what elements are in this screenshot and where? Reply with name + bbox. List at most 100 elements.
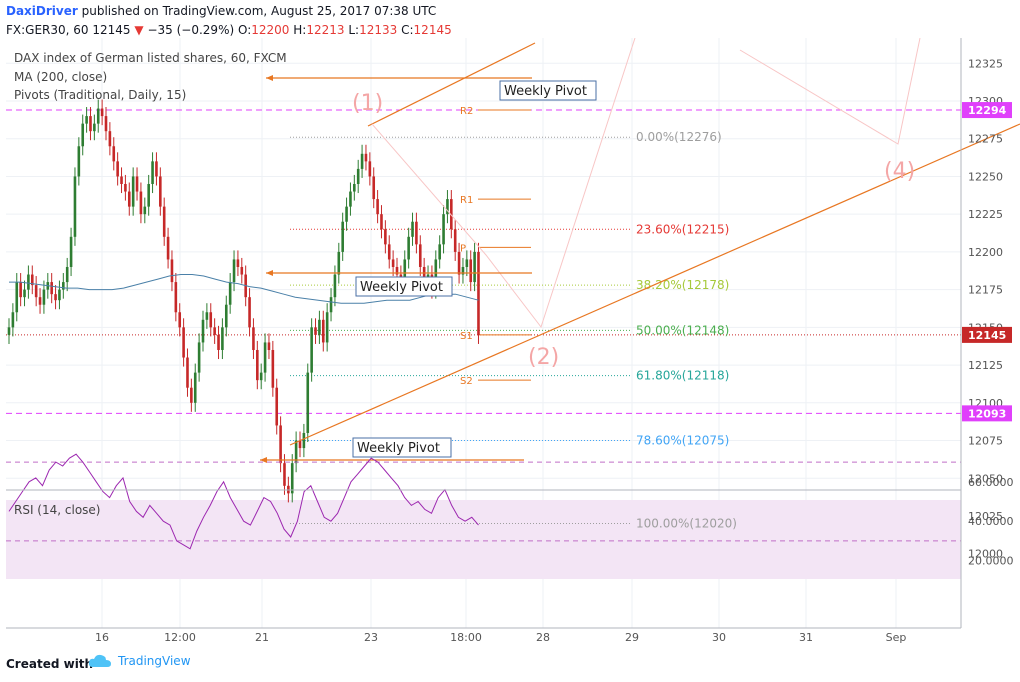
legend-ma: MA (200, close): [14, 70, 107, 84]
candle-body: [7, 327, 11, 335]
candle-body: [178, 312, 182, 328]
candle-body: [318, 319, 321, 335]
candle-body: [473, 251, 476, 283]
candle-body: [384, 229, 387, 245]
fibonacci-levels: 0.00%(12276) 23.60%(12215) 38.20%(12178) 50…: [290, 130, 737, 531]
pivot-label: P: [460, 243, 466, 254]
arrow-left-icon: [266, 270, 273, 276]
candle-body: [170, 259, 174, 283]
candle-body: [457, 251, 461, 275]
candle-body: [232, 259, 236, 283]
weekly-pivot-box: [499, 80, 597, 101]
open-value: 12200: [251, 23, 290, 37]
candle-body: [155, 161, 158, 177]
x-tick-label: 28: [536, 631, 550, 644]
last-price: 12145: [92, 23, 131, 37]
weekly-pivot-label: Weekly Pivot: [357, 441, 440, 456]
candle-body: [193, 372, 197, 403]
candle-body: [166, 236, 170, 260]
candle-body: [205, 312, 209, 320]
tradingview-cloud-icon: [88, 654, 111, 667]
candle-body: [89, 116, 92, 132]
x-tick-label: 23: [364, 631, 378, 644]
candle-body: [477, 251, 480, 335]
candle-body: [395, 266, 399, 275]
candle-body: [306, 372, 310, 433]
close-label: C:: [401, 23, 414, 37]
created-with: Created with: [6, 657, 94, 671]
candle-body: [93, 123, 96, 132]
candle-body: [407, 236, 410, 260]
price-label: 12145: [968, 329, 1006, 342]
tradingview-brand: TradingView: [118, 654, 191, 668]
trend-channel-upper: [367, 42, 536, 127]
legend-rsi: RSI (14, close): [14, 503, 100, 517]
candle-body: [353, 183, 356, 192]
candle-body: [19, 282, 22, 298]
candle-body: [252, 327, 255, 350]
candle-body: [159, 176, 162, 207]
candle-body: [69, 236, 73, 267]
candle-body: [376, 199, 379, 215]
axes: 1232512300122751225012225122001217512150…: [6, 38, 1012, 644]
y-tick-label: 12050: [968, 472, 1003, 485]
price-chart[interactable]: 0.00%(12276) 23.60%(12215) 38.20%(12178) 50…: [0, 38, 1020, 648]
candle-body: [11, 312, 15, 328]
candle-body: [453, 229, 457, 252]
candle-body: [112, 146, 116, 162]
fib-label: 78.60%(12075): [636, 434, 729, 448]
candle-body: [104, 116, 108, 132]
candle-body: [368, 161, 372, 177]
candle-body: [85, 116, 88, 124]
candle-body: [65, 266, 69, 283]
legend-title: DAX index of German listed shares, 60, F…: [14, 51, 287, 65]
candle-body: [50, 282, 53, 295]
price-label-box: [962, 405, 1012, 422]
candle-body: [442, 214, 445, 245]
weekly-pivot-label: Weekly Pivot: [360, 280, 443, 295]
candle-body: [380, 214, 383, 230]
candle-body: [151, 161, 154, 184]
candle-body: [469, 259, 473, 283]
candle-body: [143, 206, 147, 215]
candle-body: [314, 327, 317, 335]
x-tick-label: 29: [625, 631, 639, 644]
candle-body: [372, 176, 376, 200]
high-value: 12213: [306, 23, 345, 37]
y-tick-label: 12225: [968, 208, 1003, 221]
tradingview-link[interactable]: TradingView: [88, 654, 191, 668]
weekly-pivot-box: [355, 276, 453, 297]
candle-body: [108, 131, 112, 147]
fib-label: 100.00%(12020): [636, 517, 737, 531]
candle-body: [298, 440, 302, 449]
wave-label: (2): [528, 345, 559, 370]
candle-body: [124, 183, 127, 192]
x-tick-label: 31: [799, 631, 813, 644]
x-tick-label: 21: [255, 631, 269, 644]
price-change: −35 (−0.29%): [147, 23, 235, 37]
wave-path: [371, 38, 636, 329]
candle-body: [418, 244, 422, 267]
candle-body: [403, 259, 407, 283]
symbol: FX:GER30, 60: [6, 23, 89, 37]
candle-body: [256, 349, 259, 381]
y-tick-label: 12200: [968, 246, 1003, 259]
rsi-pane: 60.0000 40.0000 20.0000: [6, 453, 1014, 568]
candle-body: [116, 161, 119, 177]
author-name[interactable]: DaxiDriver: [6, 4, 78, 18]
y-tick-label: 12175: [968, 284, 1003, 297]
weekly-pivot-box: [352, 437, 452, 458]
footer: Created with TradingView: [0, 648, 1020, 682]
candle-body: [391, 259, 395, 267]
candle-body: [310, 327, 313, 373]
weekly-pivot-label: Weekly Pivot: [504, 84, 587, 99]
candle-body: [209, 312, 213, 328]
candle-body: [135, 176, 139, 192]
candles: [7, 99, 480, 503]
candle-body: [38, 297, 42, 305]
candle-body: [341, 221, 344, 252]
rsi-tick-label: 20.0000: [968, 555, 1014, 568]
candle-body: [422, 266, 426, 283]
x-tick-label: 30: [712, 631, 726, 644]
rsi-band: [6, 500, 961, 579]
